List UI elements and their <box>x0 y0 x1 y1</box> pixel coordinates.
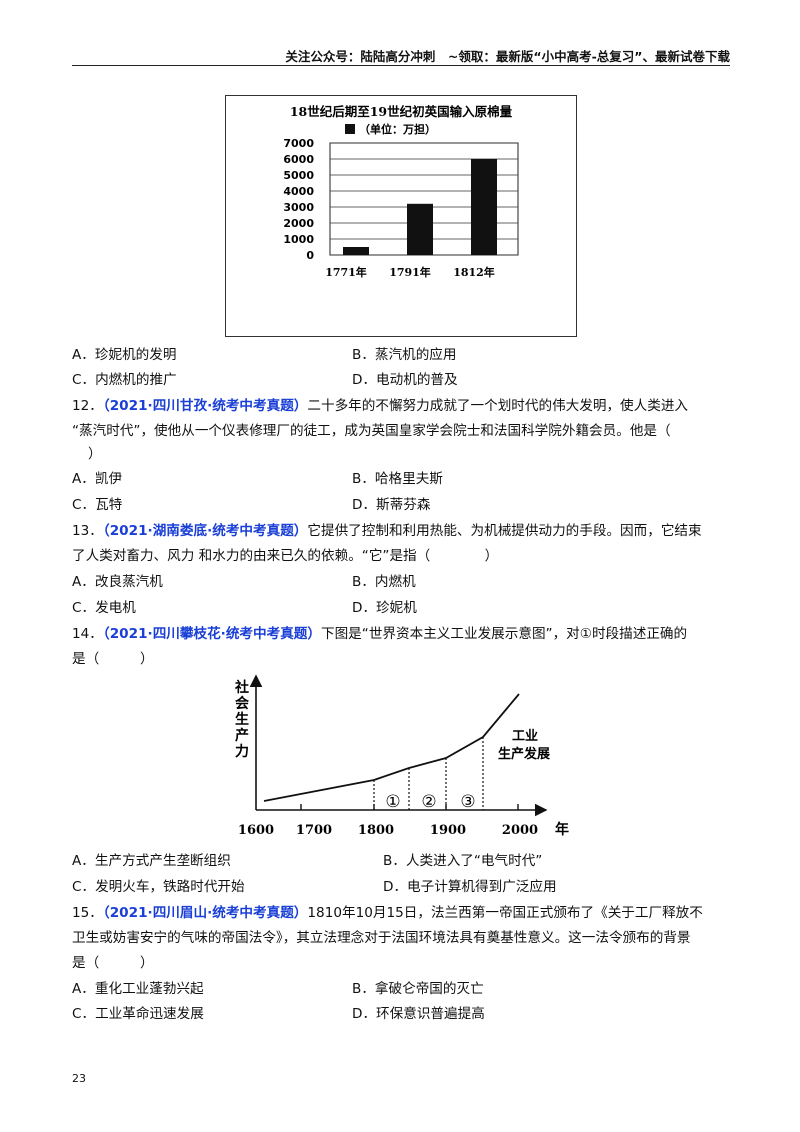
q15-option-d: D．环保意识普遍提高 <box>352 1006 485 1022</box>
q13-option-d: D．珍妮机 <box>352 600 417 616</box>
q15-stem-line3: 是（ ） <box>72 955 154 971</box>
y-tick-label: 3000 <box>283 201 314 214</box>
q15-number: 15． <box>72 905 103 921</box>
segment-3: ③ <box>460 792 475 812</box>
q14-stem-line1: 14．（2021·四川攀枝花·统考中考真题）下图是“世界资本主义工业发展示意图”… <box>72 624 687 644</box>
q14-option-b: B．人类进入了“电气时代” <box>383 853 543 869</box>
q11-option-c: C．内燃机的推广 <box>72 372 177 388</box>
q12-stem-line1: 12．（2021·四川甘孜·统考中考真题）二十多年的不懈努力成就了一个划时代的伟… <box>72 396 688 416</box>
q13-source: （2021·湖南娄底·统考中考真题） <box>102 523 308 539</box>
chart-title: 18世纪后期至19世纪初英国输入原棉量 <box>290 104 513 119</box>
industrial-development-svg: 社会生产力 ① ② ③ 工业 生产发展 1600 1700 1800 1900 … <box>234 674 569 838</box>
bar-1791年 <box>407 203 433 255</box>
y-tick-label: 5000 <box>283 169 314 182</box>
q11-option-b: B．蒸汽机的应用 <box>352 347 457 363</box>
q12-text1: 二十多年的不懈努力成就了一个划时代的伟大发明，使人类进入 <box>307 398 689 414</box>
q12-source: （2021·四川甘孜·统考中考真题） <box>102 398 308 414</box>
cotton-import-chart: 18世纪后期至19世纪初英国输入原棉量 （单位：万担） 7000 6000 5000… <box>225 95 577 337</box>
y-tick-label: 2000 <box>283 217 314 230</box>
q13-option-b: B．内燃机 <box>352 574 416 590</box>
q15-stem-line2: 卫生或妨害安宁的气味的帝国法令》，其立法理念对于法国环境法具有奠基性意义。这一法… <box>72 930 691 946</box>
q14-option-c: C．发明火车，铁路时代开始 <box>72 879 245 895</box>
curve-label-line2: 生产发展 <box>498 746 551 762</box>
q14-stem-line2: 是（ ） <box>72 651 154 667</box>
q12-number: 12． <box>72 398 103 414</box>
cotton-bar-chart-svg: 18世纪后期至19世纪初英国输入原棉量 （单位：万担） 7000 6000 5000… <box>283 104 519 279</box>
bar-1771年 <box>343 247 369 255</box>
q13-option-c: C．发电机 <box>72 600 136 616</box>
x-label-1700: 1700 <box>296 823 332 838</box>
x-label-1600: 1600 <box>238 823 274 838</box>
x-category-label: 1771年 <box>325 265 367 279</box>
curve-label-line1: 工业 <box>512 728 538 744</box>
q13-number: 13． <box>72 523 103 539</box>
x-category-label: 1791年 <box>389 265 431 279</box>
q15-option-c: C．工业革命迅速发展 <box>72 1006 204 1022</box>
q14-option-a: A．生产方式产生垄断组织 <box>72 853 231 869</box>
productivity-curve <box>263 693 520 802</box>
bar-1812年 <box>471 159 497 255</box>
q15-option-b: B．拿破仑帝国的灭亡 <box>352 981 484 997</box>
x-axis-unit: 年 <box>555 821 569 838</box>
q13-text1: 它提供了控制和利用热能、为机械提供动力的手段。因而，它结束 <box>307 523 702 539</box>
y-tick-label: 1000 <box>283 233 314 246</box>
q15-stem-line1: 15．（2021·四川眉山·统考中考真题）1810年10月15日，法兰西第一帝国… <box>72 903 703 923</box>
x-label-1800: 1800 <box>358 823 394 838</box>
q14-option-d: D．电子计算机得到广泛应用 <box>383 879 557 895</box>
y-tick-label: 4000 <box>283 185 314 198</box>
q13-stem-line1: 13．（2021·湖南娄底·统考中考真题）它提供了控制和利用热能、为机械提供动力… <box>72 521 702 541</box>
q12-stem-line3: ） <box>88 446 102 462</box>
y-tick-label: 7000 <box>283 137 314 150</box>
q15-text1: 1810年10月15日，法兰西第一帝国正式颁布了《关于工厂释放不 <box>307 905 703 921</box>
q15-source: （2021·四川眉山·统考中考真题） <box>102 905 308 921</box>
q12-stem-line2: “蒸汽时代”，使他从一个仪表修理厂的徒工，成为英国皇家学会院士和法国科学院外籍会… <box>72 423 671 439</box>
q15-option-a: A．重化工业蓬勃兴起 <box>72 981 204 997</box>
q14-number: 14． <box>72 626 103 642</box>
q14-text1: 下图是“世界资本主义工业发展示意图”，对①时段描述正确的 <box>321 626 688 642</box>
q13-stem-line2: 了人类对畜力、风力 和水力的由来已久的依赖。“它”是指（ ） <box>72 548 499 564</box>
q13-option-a: A．改良蒸汽机 <box>72 574 163 590</box>
header-rule <box>72 65 730 66</box>
q11-option-d: D．电动机的普及 <box>352 372 458 388</box>
x-label-2000: 2000 <box>502 823 538 838</box>
q14-source: （2021·四川攀枝花·统考中考真题） <box>102 626 321 642</box>
y-tick-label: 0 <box>306 249 314 262</box>
chart-legend: （单位：万担） <box>359 122 436 136</box>
q12-option-d: D．斯蒂芬森 <box>352 497 431 513</box>
q11-option-a: A．珍妮机的发明 <box>72 347 177 363</box>
page-header: 关注公众号：陆陆高分冲刺 ~领取：最新版“小中高考-总复习”、最新试卷下载 <box>285 49 730 64</box>
segment-1: ① <box>385 792 400 812</box>
legend-swatch <box>345 124 355 134</box>
q12-option-a: A．凯伊 <box>72 471 123 487</box>
y-tick-label: 6000 <box>283 153 314 166</box>
q12-option-c: C．瓦特 <box>72 497 123 513</box>
x-category-label: 1812年 <box>453 265 495 279</box>
industrial-development-diagram: 社会生产力 ① ② ③ 工业 生产发展 1600 1700 1800 1900 … <box>228 670 580 842</box>
y-axis-label: 社会生产力 <box>234 679 250 760</box>
page-number: 23 <box>72 1072 86 1085</box>
segment-2: ② <box>421 792 436 812</box>
q12-option-b: B．哈格里夫斯 <box>352 471 443 487</box>
x-label-1900: 1900 <box>430 823 466 838</box>
